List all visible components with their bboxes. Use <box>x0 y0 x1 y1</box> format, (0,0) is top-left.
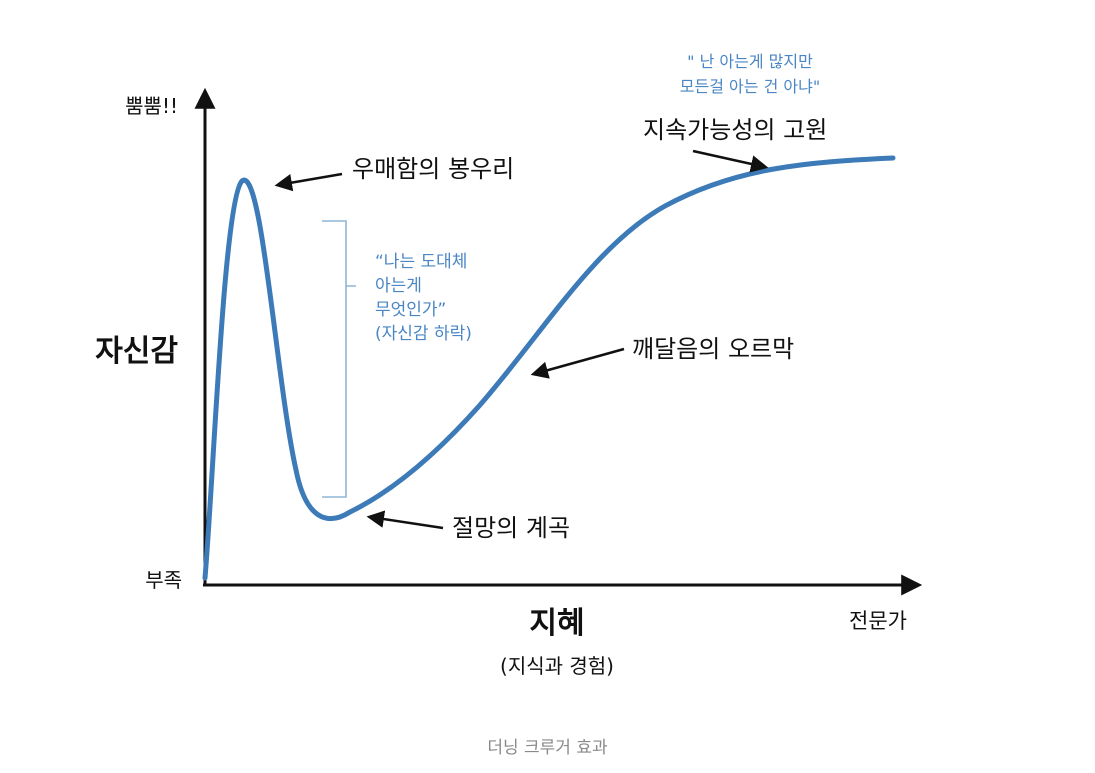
plateau-label: 지속가능성의 고원 <box>643 116 827 144</box>
x-axis-title: 지혜 <box>529 606 584 641</box>
plateau-note-line: " 난 아는게 많지만 <box>687 52 813 71</box>
plateau-arrow <box>692 149 769 173</box>
drop-note: “나는 도대체 아는게 무엇인가” (자신감 하락) <box>375 252 472 344</box>
y-axis-bottom-label: 부족 <box>145 568 182 592</box>
slope-label: 깨달음의 오르막 <box>632 335 794 363</box>
slope-arrow <box>530 347 625 379</box>
drop-note-line: 아는게 <box>375 276 422 296</box>
x-axis-subtitle: (지식과 경험) <box>500 654 614 678</box>
plateau-note-line: 모든걸 아는 건 아냐" <box>680 77 820 96</box>
plateau-note: " 난 아는게 많지만 모든걸 아는 건 아냐" <box>680 52 820 96</box>
figure-caption: 더닝 크루거 효과 <box>487 738 608 758</box>
drop-note-line: “나는 도대체 <box>375 252 467 272</box>
drop-note-line: 무엇인가” <box>375 300 446 320</box>
y-axis-top-label: 뿜뿜!! <box>125 94 178 118</box>
confidence-drop-bracket <box>322 220 356 498</box>
y-axis-title: 자신감 <box>95 334 178 369</box>
peak-label: 우매함의 봉우리 <box>352 155 514 183</box>
valley-label: 절망의 계곡 <box>452 514 570 542</box>
confidence-curve <box>202 155 896 581</box>
x-axis-end-label: 전문가 <box>849 609 907 633</box>
drop-note-line: (자신감 하락) <box>375 324 472 344</box>
peak-arrow <box>274 172 343 192</box>
valley-arrow <box>366 510 444 530</box>
